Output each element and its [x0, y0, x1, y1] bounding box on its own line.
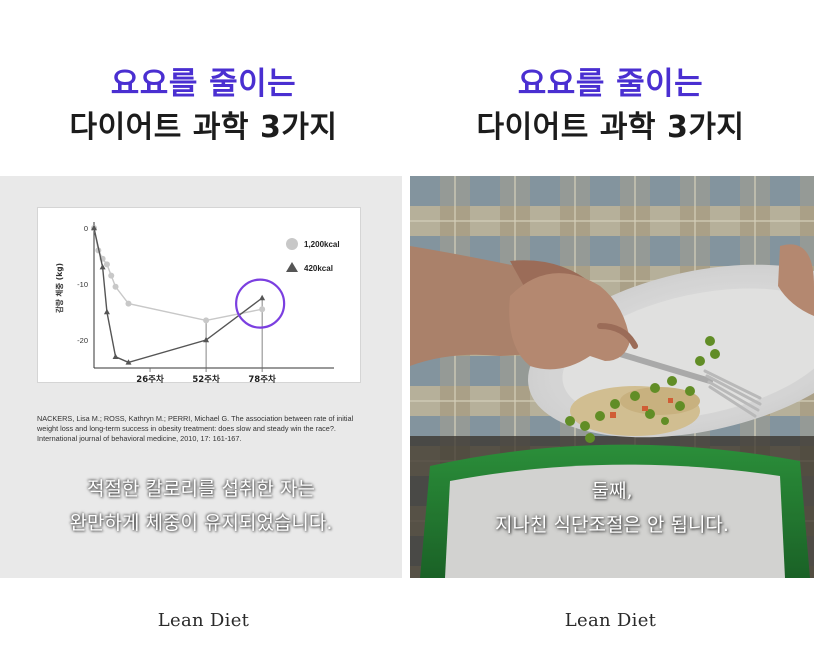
- y-tick-label: -20: [77, 336, 88, 345]
- title-accent-line-right: 요요를 줄이는: [517, 66, 704, 102]
- right-panel: 요요를 줄이는 다이어트 과학 3가지: [407, 0, 814, 645]
- data-point-1200kcal: [125, 300, 132, 307]
- legend-marker-1200kcal: [286, 238, 298, 250]
- data-point-420kcal: [259, 294, 266, 301]
- data-point-420kcal: [112, 353, 119, 359]
- legend-marker-420kcal: [286, 262, 298, 272]
- data-point-420kcal: [91, 224, 97, 231]
- left-panel: 요요를 줄이는 다이어트 과학 3가지 감량 체중 (kg) 0 -10 -20 26주…: [0, 66, 402, 631]
- highlight-circle: [235, 278, 286, 329]
- data-point-1200kcal: [259, 306, 266, 313]
- chart-svg: 감량 체중 (kg) 0 -10 -20 26주차 52주차 78주차 1,200kcal 42…: [54, 222, 340, 385]
- data-point-1200kcal: [112, 283, 119, 290]
- left-caption-line2: 완만하게 체중이 유지되었습니다.: [69, 512, 333, 534]
- y-axis-label: 감량 체중 (kg): [54, 263, 64, 313]
- data-point-1200kcal: [103, 261, 110, 268]
- right-caption-line2: 지나친 식단조절은 안 됩니다.: [495, 514, 729, 536]
- chart-card: 감량 체중 (kg) 0 -10 -20 26주차 52주차 78주차 1,200kcal 42…: [0, 176, 402, 578]
- data-point-1200kcal: [108, 272, 115, 279]
- legend-label-1200kcal: 1,200kcal: [304, 240, 340, 249]
- data-point-420kcal: [203, 336, 210, 343]
- photo-card: 둘째, 지나친 식단조절은 안 됩니다.: [410, 176, 814, 578]
- right-caption-line1: 둘째,: [591, 480, 633, 502]
- brand-logo-text: Lean Diet: [157, 610, 250, 631]
- data-point-1200kcal: [203, 317, 210, 324]
- x-tick-label: 52주차: [192, 374, 220, 384]
- y-tick-label: -10: [77, 280, 88, 289]
- legend-label-420kcal: 420kcal: [304, 264, 333, 273]
- weight-loss-chart: 감량 체중 (kg) 0 -10 -20 26주차 52주차 78주차 1,200kcal 42…: [37, 207, 361, 385]
- x-tick-label: 78주차: [248, 374, 276, 384]
- chart-citation: NACKERS, Lisa M.; ROSS, Kathryn M.; PERR…: [37, 414, 354, 443]
- y-tick-label: 0: [84, 224, 88, 233]
- data-point-420kcal: [99, 264, 106, 270]
- left-caption: 적절한 칼로리를 섭취한 자는 완만하게 체중이 유지되었습니다.: [0, 472, 402, 540]
- title-main-line-right: 다이어트 과학 3가지: [476, 110, 745, 145]
- right-caption: 둘째, 지나친 식단조절은 안 됩니다.: [410, 474, 814, 542]
- data-point-420kcal: [103, 308, 110, 315]
- title-accent-line: 요요를 줄이는: [110, 66, 297, 102]
- brand-logo-text-right: Lean Diet: [564, 610, 657, 631]
- plate-scraping-photo: [410, 176, 814, 578]
- left-caption-line1: 적절한 칼로리를 섭취한 자는: [87, 478, 315, 500]
- data-point-420kcal: [125, 359, 132, 365]
- title-main-line: 다이어트 과학 3가지: [69, 110, 338, 145]
- x-tick-label: 26주차: [136, 374, 164, 384]
